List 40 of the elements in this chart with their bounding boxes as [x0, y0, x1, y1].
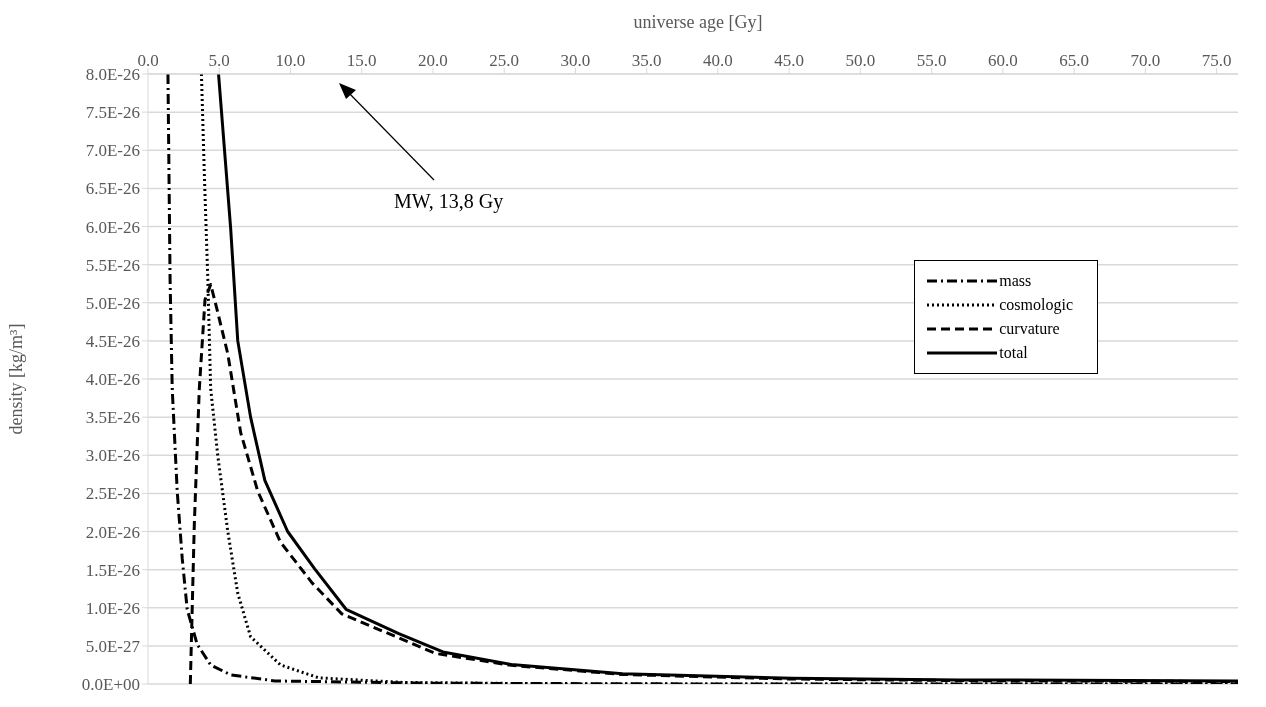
- y-tick-label: 7.5E-26: [85, 103, 140, 123]
- x-tick-label: 70.0: [1130, 51, 1161, 70]
- x-tick-label: 35.0: [631, 51, 662, 70]
- x-tick-label: 50.0: [845, 51, 876, 70]
- x-tick-label: 20.0: [418, 51, 448, 70]
- y-tick-label: 5.0E-27: [85, 636, 141, 656]
- annotation: MW, 13,8 Gy: [394, 190, 504, 213]
- y-tick-label: 4.5E-26: [85, 331, 140, 351]
- x-tick-label: 15.0: [346, 51, 377, 70]
- x-tick-label: 5.0: [208, 51, 230, 70]
- x-tick-label: 0.0: [137, 51, 159, 70]
- y-tick-label: 6.5E-26: [85, 179, 140, 199]
- y-tick-label: 4.0E-26: [85, 370, 140, 390]
- x-tick-label: 10.0: [275, 51, 306, 70]
- x-tick-label: 65.0: [1059, 51, 1090, 70]
- x-axis-title: universe age [Gy]: [632, 12, 764, 33]
- y-tick-label: 3.0E-26: [85, 446, 140, 466]
- x-tick-label: 75.0: [1201, 51, 1232, 70]
- y-tick-label: 3.5E-26: [85, 408, 140, 428]
- x-tick-label: 60.0: [988, 51, 1018, 70]
- x-tick-label: 25.0: [489, 51, 520, 70]
- y-tick-label: 2.5E-26: [85, 484, 140, 504]
- legend-label: cosmologic: [999, 296, 1073, 314]
- y-tick-label: 0.0E+00: [81, 675, 140, 695]
- x-tick-label: 40.0: [703, 51, 733, 70]
- y-tick-label: 7.0E-26: [85, 141, 140, 161]
- y-tick-label: 2.0E-26: [85, 522, 140, 542]
- x-tick-label: 55.0: [916, 51, 947, 70]
- legend-label: curvature: [999, 320, 1060, 338]
- legend-label: total: [999, 344, 1028, 362]
- x-tick-label: 45.0: [774, 51, 805, 70]
- y-tick-label: 6.0E-26: [85, 217, 140, 237]
- y-tick-label: 1.0E-26: [85, 598, 140, 618]
- legend-label: mass: [999, 272, 1032, 290]
- y-tick-label: 1.5E-26: [85, 560, 140, 580]
- y-tick-label: 5.0E-26: [85, 293, 140, 313]
- y-axis-title: density [kg/m³]: [6, 323, 27, 435]
- x-tick-label: 30.0: [560, 51, 591, 70]
- y-tick-label: 5.5E-26: [85, 255, 140, 275]
- y-tick-label: 8.0E-26: [85, 65, 140, 85]
